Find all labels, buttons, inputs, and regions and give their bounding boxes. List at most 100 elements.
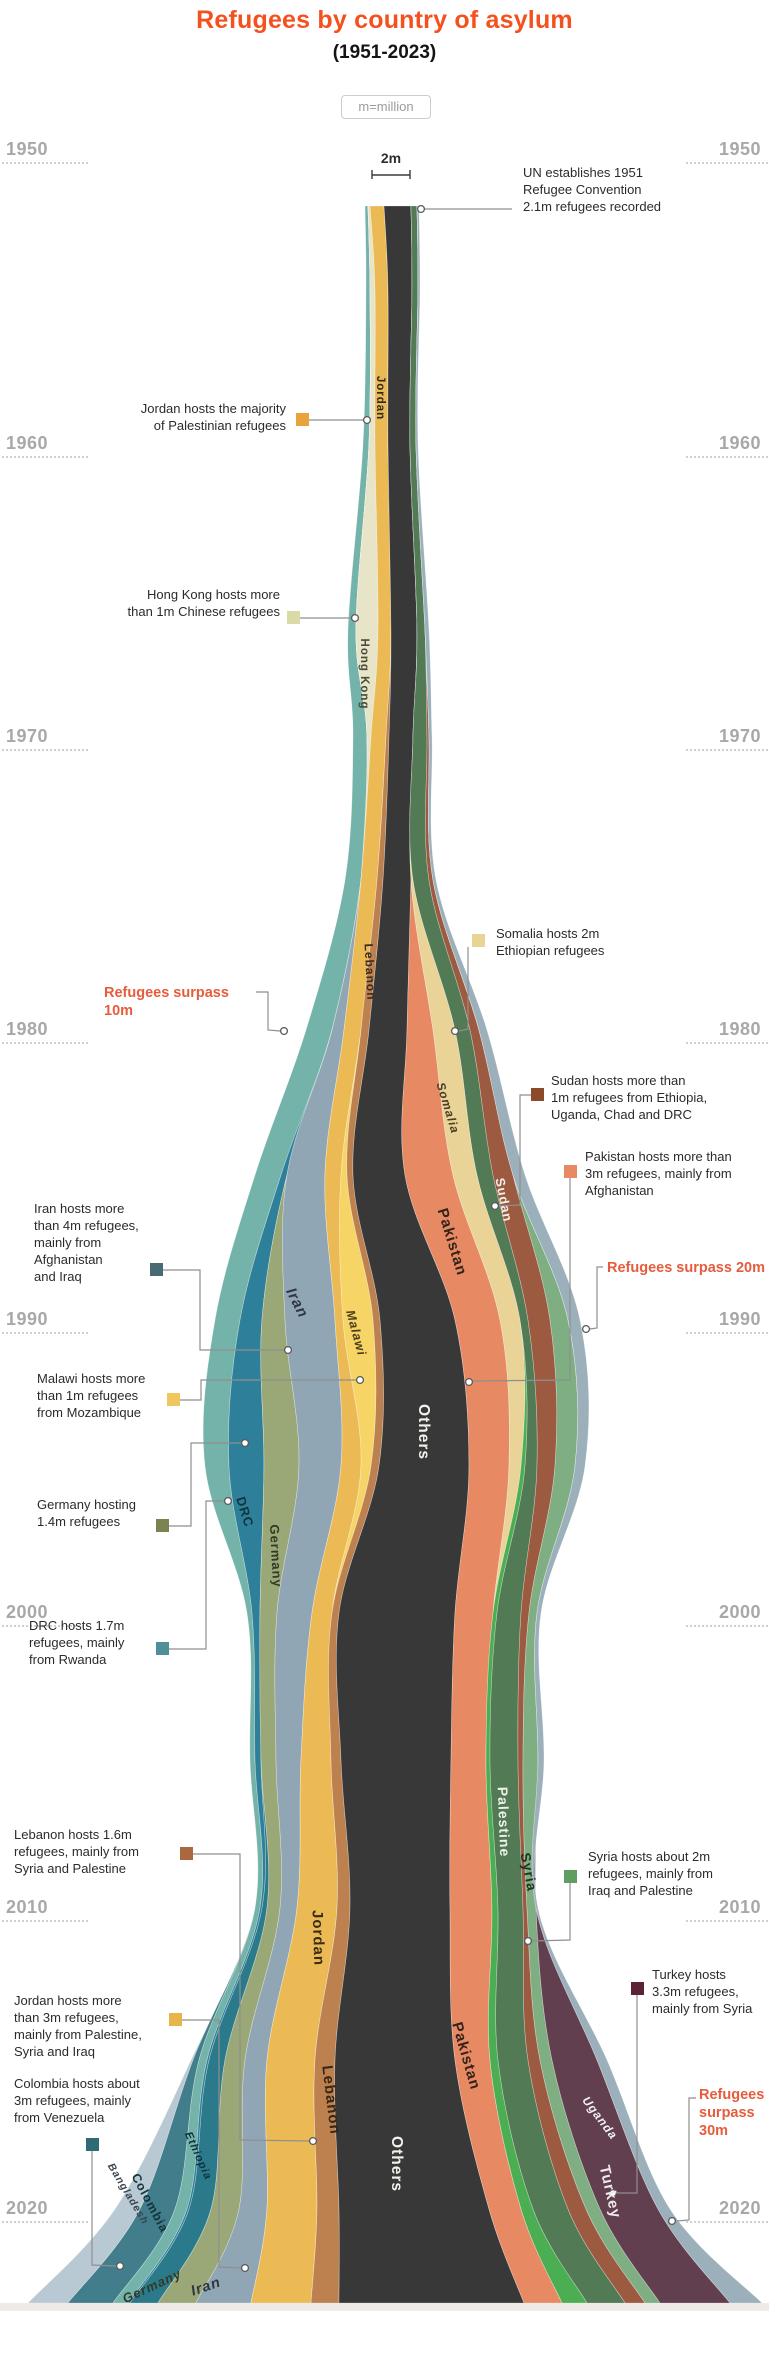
- annotation-dot-un-1951: [416, 204, 426, 214]
- year-dotted-right-1990: [686, 1332, 768, 1334]
- annotation-sudan-1m: Sudan hosts more than 1m refugees from E…: [551, 1073, 708, 1122]
- year-label-right-2010: 2010: [718, 1897, 761, 1917]
- year-dotted-right-2020: [686, 2221, 768, 2223]
- annotation-marker-sudan-1m: [531, 1088, 544, 1101]
- annotation-line-colombia-3m: [91, 2151, 117, 2267]
- year-dotted-left-1970: [2, 749, 88, 751]
- annotation-colombia-3m: Colombia hosts about 3m refugees, mainly…: [14, 2076, 140, 2125]
- annotation-marker-pakistan-3m: [564, 1165, 577, 1178]
- year-label-right-1960: 1960: [718, 433, 761, 453]
- annotation-line-surpass-20m: [589, 1266, 603, 1330]
- annotation-line-surpass-30m: [676, 2097, 696, 2222]
- annotation-marker-iran-4m: [150, 1263, 163, 1276]
- year-dotted-left-1960: [2, 456, 88, 458]
- annotation-dot-malawi-1m: [355, 1375, 365, 1385]
- year-label-right-2000: 2000: [718, 1602, 761, 1622]
- annotation-syria-2m: Syria hosts about 2m refugees, mainly fr…: [588, 1849, 713, 1898]
- year-dotted-right-1970: [686, 749, 768, 751]
- annotation-somalia-2m: Somalia hosts 2m Ethiopian refugees: [496, 926, 605, 958]
- year-dotted-left-1990: [2, 1332, 88, 1334]
- year-label-left-1980: 1980: [6, 1019, 49, 1039]
- annotation-surpass-30m: Refugees surpass 30m: [699, 2087, 765, 2139]
- annotation-dot-jordan-3m: [240, 2263, 250, 2273]
- year-label-right-1950: 1950: [718, 139, 761, 159]
- annotation-dot-lebanon-16: [308, 2136, 318, 2146]
- annotation-marker-somalia-2m: [472, 934, 485, 947]
- year-label-right-1980: 1980: [718, 1019, 761, 1039]
- band-label-hong-kong-1: Hong Kong: [358, 638, 370, 710]
- year-label-left-2000: 2000: [6, 1602, 49, 1622]
- annotation-hong-kong-1m: Hong Kong hosts more than 1m Chinese ref…: [127, 587, 280, 619]
- annotation-line-jordan-3m: [182, 2019, 243, 2269]
- year-label-left-1970: 1970: [6, 726, 49, 746]
- annotation-surpass-10m: Refugees surpass 10m: [104, 985, 229, 1019]
- year-label-left-1960: 1960: [6, 433, 49, 453]
- year-label-right-1990: 1990: [718, 1309, 761, 1329]
- band-label-lebanon-2: Lebanon: [361, 943, 379, 1001]
- annotation-marker-syria-2m: [564, 1870, 577, 1883]
- legend-badge: m=million: [341, 95, 431, 119]
- annotation-marker-hong-kong-1m: [287, 611, 300, 624]
- annotation-un-1951: UN establishes 1951 Refugee Convention 2…: [523, 165, 662, 214]
- annotation-pakistan-3m: Pakistan hosts more than 3m refugees, ma…: [585, 1149, 732, 1198]
- annotation-dot-jordan-majority: [362, 415, 372, 425]
- annotation-line-lebanon-16: [193, 1853, 311, 2142]
- annotation-dot-sudan-1m: [490, 1201, 500, 1211]
- annotation-marker-colombia-3m: [86, 2138, 99, 2151]
- annotation-dot-surpass-10m: [279, 1026, 289, 1036]
- annotation-lebanon-16: Lebanon hosts 1.6m refugees, mainly from…: [14, 1827, 139, 1876]
- annotation-line-surpass-10m: [256, 991, 281, 1032]
- year-dotted-left-2020: [2, 2221, 88, 2223]
- annotation-dot-drc-17: [223, 1496, 233, 1506]
- annotation-turkey-33: Turkey hosts 3.3m refugees, mainly from …: [652, 1967, 753, 2016]
- band-label-jordan-0: Jordan: [374, 375, 386, 421]
- annotation-dot-iran-4m: [283, 1345, 293, 1355]
- year-dotted-right-2000: [686, 1625, 768, 1627]
- annotation-line-iran-4m: [163, 1269, 285, 1351]
- annotation-dot-colombia-3m: [115, 2261, 125, 2271]
- annotation-line-syria-2m: [531, 1883, 571, 1942]
- year-label-left-1990: 1990: [6, 1309, 49, 1329]
- year-dotted-left-1980: [2, 1042, 88, 1044]
- year-dotted-left-1950: [2, 162, 88, 164]
- year-label-left-2020: 2020: [6, 2198, 49, 2218]
- annotation-marker-drc-17: [156, 1642, 169, 1655]
- annotation-malawi-1m: Malawi hosts more than 1m refugees from …: [37, 1371, 146, 1420]
- annotation-dot-turkey-33: [608, 2188, 618, 2198]
- page-subtitle: (1951-2023): [332, 42, 437, 63]
- year-dotted-left-2000: [2, 1625, 88, 1627]
- annotation-dot-germany-14: [240, 1438, 250, 1448]
- year-label-left-2010: 2010: [6, 1897, 49, 1917]
- scale-bar: [371, 170, 411, 179]
- chart-bottom-edge: [0, 2303, 769, 2311]
- annotation-line-pakistan-3m: [472, 1178, 571, 1382]
- year-label-right-2020: 2020: [718, 2198, 761, 2218]
- year-dotted-right-1950: [686, 162, 768, 164]
- annotation-line-sudan-1m: [498, 1094, 531, 1207]
- annotation-marker-malawi-1m: [167, 1393, 180, 1406]
- year-label-left-1950: 1950: [6, 139, 49, 159]
- annotation-dot-somalia-2m: [450, 1026, 460, 1036]
- year-dotted-left-2010: [2, 1920, 88, 1922]
- annotation-dot-hong-kong-1m: [350, 613, 360, 623]
- annotation-marker-turkey-33: [631, 1982, 644, 1995]
- annotation-line-germany-14: [169, 1442, 241, 1527]
- annotation-marker-lebanon-16: [180, 1847, 193, 1860]
- annotation-line-drc-17: [169, 1500, 225, 1650]
- band-label-palestine-11: Palestine: [494, 1786, 514, 1858]
- annotation-dot-syria-2m: [523, 1936, 533, 1946]
- annotation-jordan-majority: Jordan hosts the majority of Palestinian…: [140, 401, 286, 433]
- annotation-drc-17: DRC hosts 1.7m refugees, mainly from Rwa…: [29, 1618, 125, 1667]
- annotation-line-malawi-1m: [180, 1379, 357, 1401]
- year-dotted-right-1980: [686, 1042, 768, 1044]
- band-label-others-8: Others: [415, 1404, 432, 1460]
- annotation-marker-germany-14: [156, 1519, 169, 1532]
- annotation-marker-jordan-majority: [296, 413, 309, 426]
- year-dotted-right-1960: [686, 456, 768, 458]
- year-label-right-1970: 1970: [718, 726, 761, 746]
- annotation-germany-14: Germany hosting 1.4m refugees: [37, 1497, 136, 1529]
- annotation-dot-surpass-20m: [581, 1324, 591, 1334]
- annotation-dot-surpass-30m: [667, 2216, 677, 2226]
